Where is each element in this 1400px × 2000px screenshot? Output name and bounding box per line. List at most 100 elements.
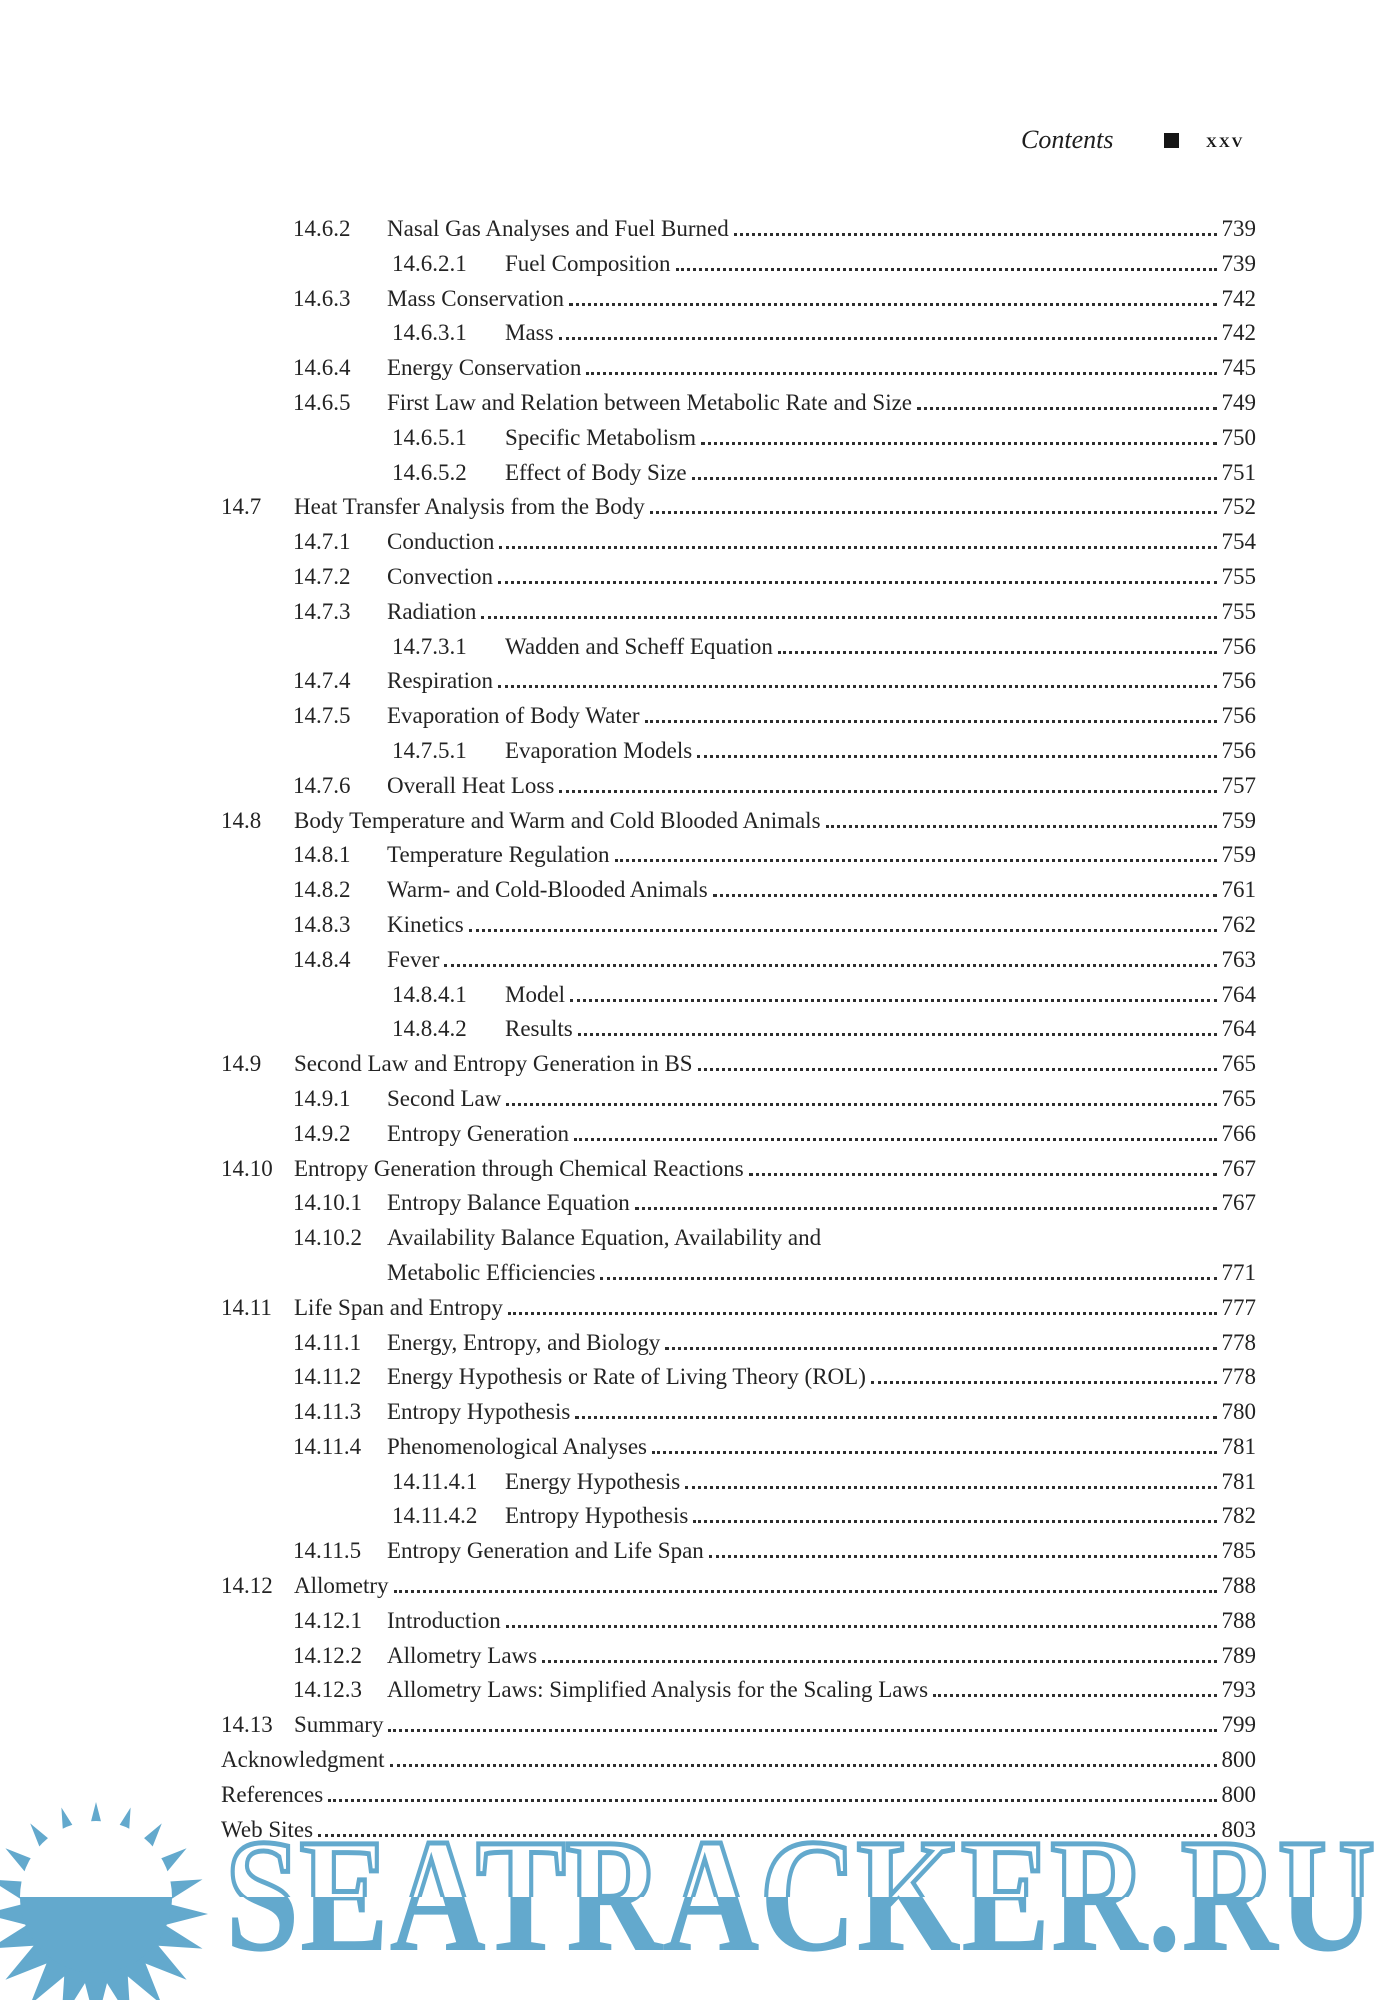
dot-leader bbox=[444, 963, 1217, 967]
toc-entry-page: 765 bbox=[1221, 1085, 1257, 1111]
dot-leader bbox=[570, 998, 1217, 1002]
toc-entry-page: 763 bbox=[1221, 946, 1257, 972]
toc-entry-page: 800 bbox=[1221, 1747, 1257, 1773]
dot-leader bbox=[652, 1450, 1217, 1454]
toc-entry-title: Evaporation of Body Water bbox=[387, 703, 640, 729]
toc-entry-number: 14.12 bbox=[221, 1573, 273, 1599]
dot-leader bbox=[575, 1416, 1217, 1420]
toc-entry: 14.7.5.1 Evaporation Models 756 bbox=[0, 734, 1256, 769]
toc-entry-page: 777 bbox=[1221, 1294, 1257, 1320]
dot-leader bbox=[574, 1137, 1217, 1141]
toc-entry: Acknowledgment 800 bbox=[0, 1743, 1256, 1778]
toc-entry-page: 785 bbox=[1221, 1538, 1257, 1564]
dot-leader bbox=[708, 1555, 1217, 1559]
toc-entry: 14.9.1 Second Law 765 bbox=[0, 1082, 1256, 1117]
toc-entry-number: 14.9.2 bbox=[293, 1120, 351, 1146]
toc-entry-number: 14.8.4.2 bbox=[392, 1016, 467, 1042]
dot-leader bbox=[697, 1068, 1217, 1072]
toc-entry-title: Energy, Entropy, and Biology bbox=[387, 1329, 661, 1355]
dot-leader bbox=[577, 1033, 1217, 1037]
toc-entry: 14.9.2 Entropy Generation 766 bbox=[0, 1117, 1256, 1152]
toc-entry-title: Metabolic Efficiencies bbox=[387, 1259, 596, 1285]
toc-entry-title: Specific Metabolism bbox=[505, 424, 696, 450]
toc-entry: 14.8.1 Temperature Regulation 759 bbox=[0, 838, 1256, 873]
toc-entry: 14.11.2 Energy Hypothesis or Rate of Livi… bbox=[0, 1360, 1256, 1395]
toc-entry-number: 14.6.5.1 bbox=[392, 424, 467, 450]
toc-entry-page: 751 bbox=[1221, 459, 1257, 485]
dot-leader bbox=[318, 1833, 1217, 1837]
toc-entry-page: 756 bbox=[1221, 737, 1257, 763]
toc-entry: 14.6.4 Energy Conservation 745 bbox=[0, 351, 1256, 386]
toc-entry-number: 14.11.4.1 bbox=[392, 1468, 478, 1494]
toc-entry-page: 771 bbox=[1221, 1259, 1257, 1285]
toc-entry-title: Entropy Hypothesis bbox=[387, 1399, 571, 1425]
toc-entry-title: Second Law bbox=[387, 1085, 502, 1111]
toc-entry: 14.6.3 Mass Conservation 742 bbox=[0, 282, 1256, 317]
toc-entry: 14.8.2 Warm- and Cold-Blooded Animals 761 bbox=[0, 873, 1256, 908]
toc-entry-title: Introduction bbox=[387, 1607, 501, 1633]
toc-entry-number: 14.8.1 bbox=[293, 842, 351, 868]
toc-entry: 14.11.4 Phenomenological Analyses 781 bbox=[0, 1430, 1256, 1465]
toc-entry-page: 778 bbox=[1221, 1364, 1257, 1390]
toc-entry-number: 14.9.1 bbox=[293, 1085, 351, 1111]
toc-entry: 14.6.5.1 Specific Metabolism 750 bbox=[0, 421, 1256, 456]
toc-entry-title: Entropy Balance Equation bbox=[387, 1190, 630, 1216]
toc-entry-number: 14.6.5 bbox=[293, 389, 351, 415]
toc-entry-title: Kinetics bbox=[387, 911, 464, 937]
toc-entry-page: 782 bbox=[1221, 1503, 1257, 1529]
toc-entry-number: 14.7.2 bbox=[293, 563, 351, 589]
toc-entry: 14.7.5 Evaporation of Body Water 756 bbox=[0, 699, 1256, 734]
toc-entry-number: 14.13 bbox=[221, 1712, 273, 1738]
toc-entry-page: 759 bbox=[1221, 807, 1257, 833]
dot-leader bbox=[748, 1172, 1217, 1176]
toc-entry-page: 788 bbox=[1221, 1573, 1257, 1599]
toc-entry-page: 764 bbox=[1221, 981, 1257, 1007]
dot-leader bbox=[777, 650, 1217, 654]
dot-leader bbox=[498, 685, 1217, 689]
toc-entry-title: Allometry Laws: Simplified Analysis for … bbox=[387, 1677, 929, 1703]
dot-leader bbox=[600, 1276, 1217, 1280]
toc-entry-title: Availability Balance Equation, Availabil… bbox=[387, 1225, 822, 1251]
toc-entry: 14.8.4.2 Results 764 bbox=[0, 1012, 1256, 1047]
toc-entry-page: 765 bbox=[1221, 1051, 1257, 1077]
toc-entry-number: 14.12.2 bbox=[293, 1642, 362, 1668]
dot-leader bbox=[649, 511, 1217, 515]
toc-entry: 14.12.3 Allometry Laws: Simplified Analys… bbox=[0, 1673, 1256, 1708]
toc-entry-number: 14.11.4 bbox=[293, 1433, 362, 1459]
toc-entry-title: Conduction bbox=[387, 529, 495, 555]
toc-entry-number: 14.7.3.1 bbox=[392, 633, 467, 659]
toc-entry-number: 14.6.3.1 bbox=[392, 320, 467, 346]
dot-leader bbox=[712, 894, 1217, 898]
toc-entry-title: Temperature Regulation bbox=[387, 842, 610, 868]
toc-entry-number: 14.7.1 bbox=[293, 529, 351, 555]
toc-entry: 14.12.2 Allometry Laws 789 bbox=[0, 1639, 1256, 1674]
toc-entry: 14.6.2 Nasal Gas Analyses and Fuel Burned… bbox=[0, 212, 1256, 247]
toc-entry-title: Wadden and Scheff Equation bbox=[505, 633, 773, 659]
toc-entry-number: 14.8.3 bbox=[293, 911, 351, 937]
toc-entry-number: 14.10.2 bbox=[293, 1225, 362, 1251]
toc-entry-title: Respiration bbox=[387, 668, 494, 694]
toc-entry-number: 14.11.5 bbox=[293, 1538, 362, 1564]
toc-entry-number: 14.11.4.2 bbox=[392, 1503, 478, 1529]
toc-entry-page: 739 bbox=[1221, 216, 1257, 241]
dot-leader bbox=[697, 754, 1217, 758]
dot-leader bbox=[558, 337, 1217, 341]
toc-entry-title: Warm- and Cold-Blooded Animals bbox=[387, 877, 708, 903]
dot-leader bbox=[507, 1311, 1217, 1315]
toc-entry-page: 781 bbox=[1221, 1468, 1257, 1494]
toc-entry: 14.10.1 Entropy Balance Equation 767 bbox=[0, 1186, 1256, 1221]
toc-entry-title: Nasal Gas Analyses and Fuel Burned bbox=[387, 216, 729, 241]
toc-entry-title: Radiation bbox=[387, 598, 477, 624]
toc-entry-title: Results bbox=[505, 1016, 573, 1042]
toc-entry: 14.10 Entropy Generation through Chemical… bbox=[0, 1152, 1256, 1187]
toc-entry-page: 778 bbox=[1221, 1329, 1257, 1355]
toc-entry: 14.12.1 Introduction 788 bbox=[0, 1604, 1256, 1639]
toc-entry-number: 14.8.4.1 bbox=[392, 981, 467, 1007]
dot-leader bbox=[542, 1659, 1217, 1663]
toc-entry-page: 742 bbox=[1221, 320, 1257, 346]
toc-entry-title: Entropy Generation and Life Span bbox=[387, 1538, 704, 1564]
toc-entry-number: 14.7.6 bbox=[293, 772, 351, 798]
toc-entry-title: Second Law and Entropy Generation in BS bbox=[294, 1051, 693, 1077]
toc-entry-number: 14.12.3 bbox=[293, 1677, 362, 1703]
toc-entry-title: Convection bbox=[387, 563, 494, 589]
